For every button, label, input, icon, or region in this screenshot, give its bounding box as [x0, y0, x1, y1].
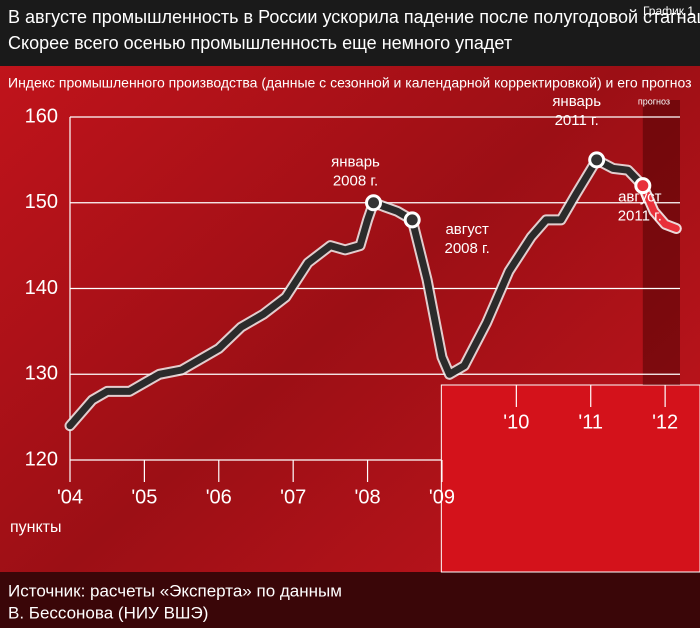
x-tick-label: '11: [578, 411, 603, 433]
annotation: январь: [331, 154, 380, 171]
annotation: август: [445, 221, 489, 238]
annotation-marker: [403, 211, 421, 229]
annotation: 2011 г.: [555, 112, 599, 129]
panel: [440, 384, 700, 573]
line: [639, 182, 680, 232]
x-tick-label: '12: [652, 411, 678, 433]
footer: [0, 572, 700, 628]
annotation: 2008 г.: [445, 240, 490, 257]
y-axis-label: пункты: [10, 519, 62, 536]
x-tick-label: '09: [429, 486, 455, 508]
chart-title: В августе промышленность в России ускори…: [8, 7, 700, 27]
y-tick-label: 160: [25, 105, 58, 127]
x-tick-label: '10: [503, 411, 529, 433]
y-tick-label: 150: [25, 191, 58, 213]
forecast-zone: [642, 100, 680, 385]
annotation: 2008 г.: [333, 173, 378, 190]
annotation: август: [618, 189, 662, 206]
chart-subtitle: Индекс промышленного производства (данны…: [8, 75, 692, 91]
source: Источник: расчеты «Эксперта» по данным: [8, 581, 342, 600]
forecast-label: прогноз: [638, 96, 670, 106]
annotation: 2011 г.: [618, 208, 662, 225]
source: В. Бессонова (НИУ ВШЭ): [8, 603, 208, 622]
x-tick-label: '05: [131, 486, 157, 508]
y-tick-label: 120: [25, 448, 58, 470]
x-tick-label: '06: [206, 486, 232, 508]
x-tick-label: '04: [57, 486, 83, 508]
line: [66, 156, 647, 430]
y-tick-label: 140: [25, 277, 58, 299]
annotation-marker: [365, 194, 383, 212]
chart-label: График 1: [643, 4, 694, 18]
annotation-marker: [588, 151, 606, 169]
annotation: январь: [552, 93, 601, 110]
x-tick-label: '08: [355, 486, 381, 508]
y-tick-label: 130: [25, 363, 58, 385]
header: [0, 0, 700, 66]
annotation-marker: [634, 177, 652, 195]
x-tick-label: '07: [280, 486, 306, 508]
chart-title: Скорее всего осенью промышленность еще н…: [8, 33, 512, 53]
